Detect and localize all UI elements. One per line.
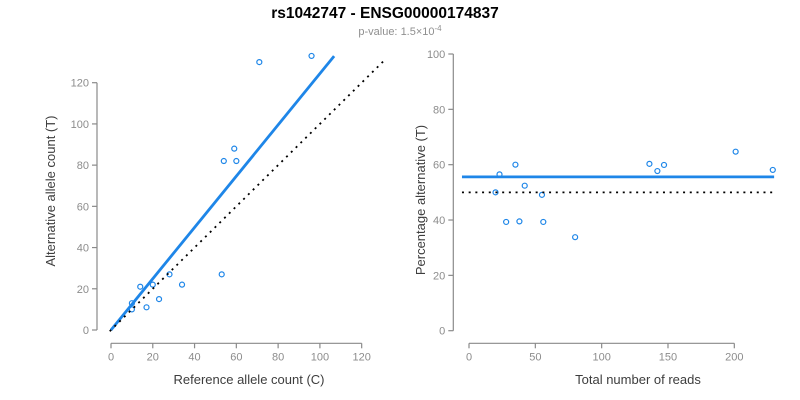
data-point: [218, 271, 225, 278]
data-point: [503, 218, 510, 226]
data-point: [512, 161, 519, 168]
y-tick-label: 20: [433, 270, 445, 282]
x-tick-label: 40: [188, 351, 200, 363]
x-axis-title: Total number of reads: [575, 372, 701, 387]
data-point: [149, 281, 156, 288]
y-tick-label: 60: [433, 160, 445, 172]
y-tick-label: 40: [433, 215, 445, 227]
data-point: [572, 234, 579, 241]
data-point: [137, 283, 144, 290]
y-tick-label: 120: [71, 78, 89, 90]
x-tick-label: 100: [592, 351, 610, 363]
y-tick-label: 20: [77, 284, 89, 296]
data-point: [231, 145, 238, 152]
y-tick-label: 80: [433, 104, 445, 116]
x-tick-label: 50: [529, 351, 541, 363]
data-point: [538, 191, 546, 198]
data-point: [732, 148, 739, 155]
plot-subtitle: p-value: 1.5×10-4: [358, 24, 441, 38]
data-point: [233, 157, 240, 165]
x-tick-label: 20: [147, 351, 159, 363]
subtitle-value: 1.5×10: [400, 26, 435, 38]
right-plot: 0 20 40 60 80 100 0 50 100 150 200 Total number of …: [413, 49, 776, 387]
y-tick-label: 0: [439, 326, 445, 338]
data-point: [308, 52, 315, 60]
data-point: [220, 157, 227, 165]
data-point: [155, 295, 163, 303]
plot-title: rs1042747 - ENSG00000174837: [271, 5, 499, 22]
y-tick-label: 100: [71, 119, 89, 131]
x-tick-label: 0: [466, 351, 472, 363]
data-point: [521, 182, 528, 189]
x-tick-label: 80: [272, 351, 284, 363]
data-point: [769, 166, 776, 174]
data-point: [143, 304, 150, 311]
y-tick-label: 100: [427, 49, 445, 61]
y-axis-title: Percentage alternative (T): [413, 125, 428, 275]
data-point: [540, 218, 547, 226]
x-tick-label: 120: [353, 351, 371, 363]
y-axis-title: Alternative allele count (T): [43, 115, 58, 266]
x-tick-label: 200: [725, 351, 743, 363]
data-point: [178, 281, 186, 288]
y-tick-label: 0: [83, 325, 89, 337]
data-point: [492, 189, 499, 196]
data-point: [646, 160, 653, 167]
subtitle-exponent: -4: [434, 24, 442, 33]
data-point: [654, 167, 661, 175]
identity-line: [109, 58, 386, 332]
subtitle-label: p-value:: [358, 26, 401, 38]
left-plot: 0 20 40 60 80 100 120 0 20 40 60 80 100 120 Reference …: [43, 52, 386, 387]
y-tick-label: 80: [77, 160, 89, 172]
fitted-ratio-line: [109, 55, 336, 331]
data-point: [256, 58, 263, 66]
x-tick-label: 0: [108, 351, 114, 363]
data-point: [516, 218, 523, 225]
x-tick-label: 150: [659, 351, 677, 363]
x-axis-title: Reference allele count (C): [173, 372, 324, 387]
y-tick-label: 40: [77, 243, 89, 255]
data-point: [660, 161, 668, 169]
x-tick-label: 100: [311, 351, 329, 363]
x-tick-label: 60: [230, 351, 242, 363]
y-tick-label: 60: [77, 201, 89, 213]
